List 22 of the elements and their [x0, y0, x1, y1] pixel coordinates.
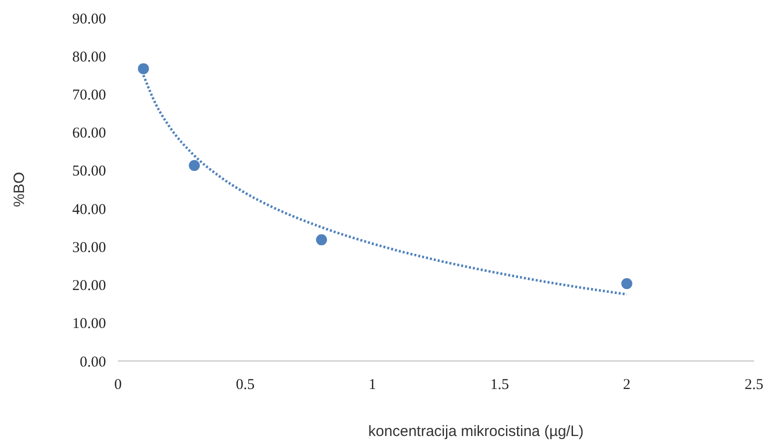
point: [138, 63, 149, 74]
x-tick-label: 0: [114, 377, 122, 393]
x-tick-label: 2: [623, 377, 631, 393]
y-axis-title: %BO: [11, 172, 28, 208]
x-tick-label: 1.5: [490, 377, 509, 393]
y-tick-label: 50.00: [72, 164, 106, 180]
x-axis-title: koncentracija mikrocistina (µg/L): [368, 423, 584, 440]
y-tick-label: 60.00: [72, 126, 106, 142]
y-tick-label: 70.00: [72, 87, 106, 104]
point: [621, 278, 632, 290]
x-tick-label: 2.5: [744, 377, 764, 393]
y-tick-label: 20.00: [72, 278, 106, 294]
point: [316, 234, 328, 246]
y-tick-label: 80.00: [72, 49, 106, 66]
x-tick-label: 0.5: [236, 377, 255, 393]
y-tick-label: 40.00: [72, 202, 106, 218]
y-tick-label: 10.00: [72, 316, 106, 332]
y-tick-label: 30.00: [72, 240, 106, 256]
point: [188, 160, 200, 171]
y-tick-label: 90.00: [72, 11, 106, 28]
x-tick-label: 1: [368, 377, 376, 393]
y-tick-label: 0.00: [80, 354, 106, 370]
